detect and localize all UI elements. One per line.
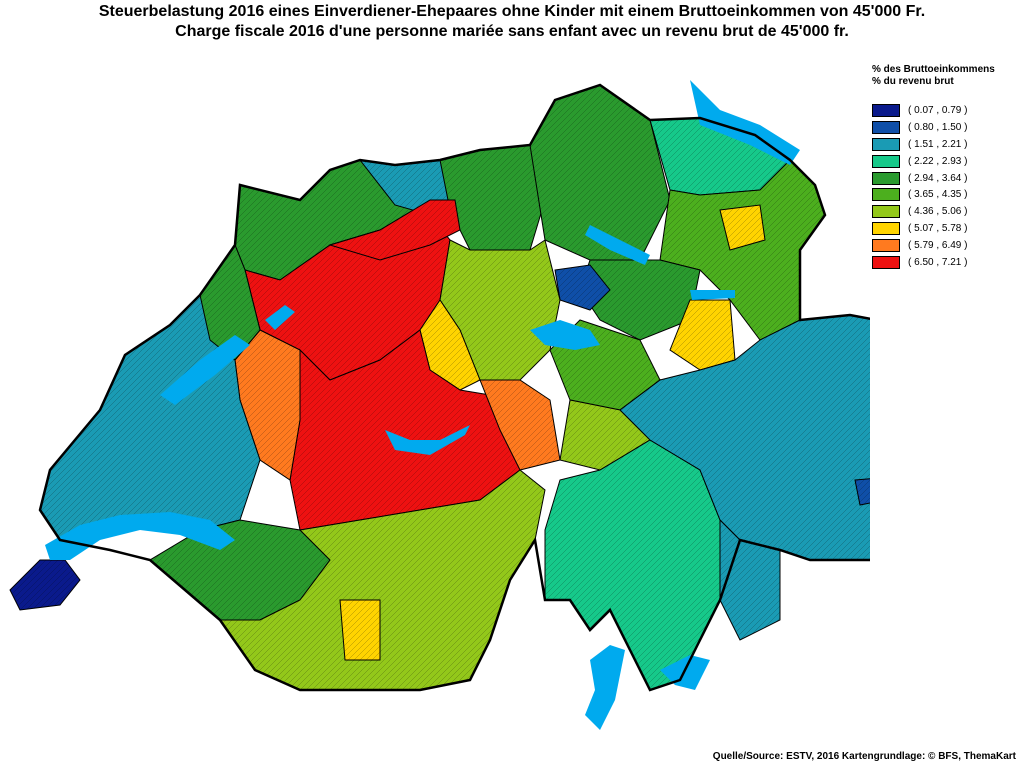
region-zurich-texture	[530, 85, 670, 260]
legend-item: ( 2.22 , 2.93 )	[872, 153, 1022, 170]
region-fribourg-texture	[235, 330, 300, 480]
region-geneva-texture	[10, 560, 80, 610]
legend-label: ( 0.07 , 0.79 )	[908, 104, 968, 116]
legend-label: ( 5.07 , 5.78 )	[908, 223, 968, 235]
region-valais-texture	[220, 470, 545, 690]
region-bern-east-texture	[480, 380, 560, 470]
region-jura-north-texture	[235, 160, 430, 280]
legend-item: ( 1.51 , 2.21 )	[872, 136, 1022, 153]
region-valais-west-texture	[150, 520, 330, 620]
source-note: Quelle/Source: ESTV, 2016 Kartengrundlag…	[712, 751, 1016, 762]
legend-item: ( 5.79 , 6.49 )	[872, 237, 1022, 254]
legend-swatch	[872, 120, 900, 134]
region-zug-core-texture	[555, 265, 610, 310]
legend-label: ( 1.51 , 2.21 )	[908, 138, 968, 150]
legend-swatch	[872, 188, 900, 202]
lake-neuchatel	[160, 335, 250, 405]
legend-label: ( 5.79 , 6.49 )	[908, 240, 968, 252]
map-title-de: Steuerbelastung 2016 eines Einverdiener-…	[98, 3, 926, 20]
legend-swatch	[872, 137, 900, 151]
legend-item: ( 0.80 , 1.50 )	[872, 119, 1022, 136]
legend-label: ( 6.50 , 7.21 )	[908, 256, 968, 268]
region-aargau-texture	[440, 145, 545, 250]
lake-thun	[385, 425, 470, 455]
legend-label: ( 2.22 , 2.93 )	[908, 155, 968, 167]
region-layer	[9, 84, 870, 691]
legend-label: ( 0.80 , 1.50 )	[908, 121, 968, 133]
legend-item: ( 5.07 , 5.78 )	[872, 220, 1022, 237]
legend-label: ( 4.36 , 5.06 )	[908, 206, 968, 218]
region-zug-schwyz-texture	[580, 260, 700, 340]
lake-biel	[265, 305, 295, 330]
country-outline	[38, 83, 870, 692]
legend-item: ( 3.65 , 4.35 )	[872, 186, 1022, 203]
legend-label: ( 2.94 , 3.64 )	[908, 172, 968, 184]
legend-header-de: % des Bruttoeinkommens	[872, 64, 995, 75]
legend-item: ( 6.50 , 7.21 )	[872, 254, 1022, 271]
lake-constance	[690, 80, 800, 165]
legend-label: ( 3.65 , 4.35 )	[908, 189, 968, 201]
legend-swatch	[872, 222, 900, 236]
region-st-gallen-texture	[660, 160, 825, 340]
legend: % des Bruttoeinkommens % du revenu brut …	[872, 64, 1022, 271]
region-lucerne-texture	[440, 240, 560, 380]
lake-walen	[690, 290, 735, 300]
region-bern-north-texture	[245, 215, 450, 380]
region-valais-yellow-texture	[340, 600, 380, 660]
region-lucerne-yellow-texture	[420, 300, 480, 390]
lake-zurich	[585, 225, 650, 265]
legend-swatch	[872, 154, 900, 168]
legend-swatch	[872, 103, 900, 117]
map-title-fr: Charge fiscale 2016 d'une personne marié…	[175, 23, 849, 40]
region-glarus-texture	[670, 300, 735, 370]
legend-swatch	[872, 171, 900, 185]
region-solothurn-texture	[330, 200, 460, 260]
region-graubuenden-texture	[620, 315, 870, 560]
legend-swatch	[872, 239, 900, 253]
lake-lucerne	[530, 320, 600, 350]
lake-maggiore	[585, 645, 625, 730]
legend-swatch	[872, 205, 900, 219]
region-appenzell-texture	[720, 205, 765, 250]
legend-swatch	[872, 255, 900, 269]
region-engadin-dark-texture	[855, 478, 870, 505]
legend-item: ( 4.36 , 5.06 )	[872, 203, 1022, 220]
region-bern-oberland-texture	[290, 330, 550, 530]
legend-header-fr: % du revenu brut	[872, 76, 954, 87]
legend-item: ( 0.07 , 0.79 )	[872, 102, 1022, 119]
region-graubuenden-south-texture	[720, 520, 780, 640]
legend-items: ( 0.07 , 0.79 ) ( 0.80 , 1.50 ) ( 1.51 , 2…	[872, 102, 1022, 271]
choropleth-map	[9, 80, 870, 730]
legend-item: ( 2.94 , 3.64 )	[872, 170, 1022, 187]
lake-geneva	[45, 512, 235, 560]
